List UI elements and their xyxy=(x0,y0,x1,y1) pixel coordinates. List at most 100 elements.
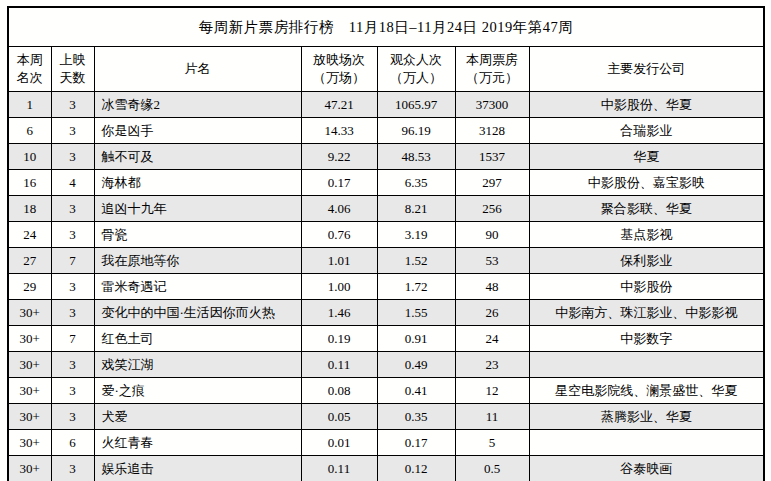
cell-title: 娱乐追击 xyxy=(94,456,301,481)
cell-distributor: 谷泰映画 xyxy=(529,456,764,481)
table-row: 30+3娱乐追击0.110.120.5谷泰映画 xyxy=(8,456,764,481)
header-row: 本周 名次 上映 天数 片名 放映场次 （万场） 观众人次 （万人） 本周票房 … xyxy=(8,47,764,92)
cell-screenings: 1.46 xyxy=(301,300,377,326)
column-header-box-office: 本周票房 （万元） xyxy=(455,47,529,92)
cell-audience: 0.12 xyxy=(377,456,455,481)
cell-days: 3 xyxy=(51,378,94,404)
table-row: 293雷米奇遇记1.001.7248中影股份 xyxy=(8,274,764,300)
table-row: 30+3变化中的中国·生活因你而火热1.461.5526中影南方、珠江影业、中影… xyxy=(8,300,764,326)
cell-box-office: 1537 xyxy=(455,144,529,170)
cell-screenings: 0.11 xyxy=(301,352,377,378)
cell-days: 6 xyxy=(51,430,94,456)
column-header-screenings: 放映场次 （万场） xyxy=(301,47,377,92)
cell-days: 3 xyxy=(51,222,94,248)
cell-distributor: 聚合影联、华夏 xyxy=(529,196,764,222)
cell-distributor xyxy=(529,352,764,378)
cell-distributor: 保利影业 xyxy=(529,248,764,274)
cell-box-office: 0.5 xyxy=(455,456,529,481)
cell-rank: 30+ xyxy=(8,326,51,352)
cell-days: 3 xyxy=(51,196,94,222)
cell-rank: 30+ xyxy=(8,456,51,481)
table-body: 13冰雪奇缘247.211065.9737300中影股份、华夏63你是凶手14.… xyxy=(8,92,764,481)
cell-title: 爱·之痕 xyxy=(94,378,301,404)
cell-distributor: 蒸腾影业、华夏 xyxy=(529,404,764,430)
cell-screenings: 0.17 xyxy=(301,170,377,196)
table-row: 30+3爱·之痕0.080.4112星空电影院线、澜景盛世、华夏 xyxy=(8,378,764,404)
table-row: 30+3戏笑江湖0.110.4923 xyxy=(8,352,764,378)
column-header-audience: 观众人次 （万人） xyxy=(377,47,455,92)
column-header-distributor: 主要发行公司 xyxy=(529,47,764,92)
cell-box-office: 3128 xyxy=(455,118,529,144)
cell-days: 3 xyxy=(51,274,94,300)
cell-screenings: 4.06 xyxy=(301,196,377,222)
cell-audience: 3.19 xyxy=(377,222,455,248)
table-row: 164海林都0.176.35297中影股份、嘉宝影映 xyxy=(8,170,764,196)
cell-rank: 10 xyxy=(8,144,51,170)
cell-audience: 8.21 xyxy=(377,196,455,222)
cell-screenings: 1.01 xyxy=(301,248,377,274)
cell-box-office: 48 xyxy=(455,274,529,300)
cell-screenings: 14.33 xyxy=(301,118,377,144)
cell-screenings: 0.76 xyxy=(301,222,377,248)
cell-box-office: 297 xyxy=(455,170,529,196)
table-row: 30+3犬爱0.050.3511蒸腾影业、华夏 xyxy=(8,404,764,430)
cell-audience: 1.52 xyxy=(377,248,455,274)
cell-distributor: 中影南方、珠江影业、中影影视 xyxy=(529,300,764,326)
cell-screenings: 0.01 xyxy=(301,430,377,456)
cell-rank: 16 xyxy=(8,170,51,196)
cell-rank: 6 xyxy=(8,118,51,144)
table-row: 277我在原地等你1.011.5253保利影业 xyxy=(8,248,764,274)
cell-title: 雷米奇遇记 xyxy=(94,274,301,300)
table-title: 每周新片票房排行榜 11月18日–11月24日 2019年第47周 xyxy=(8,7,764,47)
cell-box-office: 12 xyxy=(455,378,529,404)
cell-audience: 6.35 xyxy=(377,170,455,196)
cell-audience: 1.55 xyxy=(377,300,455,326)
cell-title: 变化中的中国·生活因你而火热 xyxy=(94,300,301,326)
cell-box-office: 37300 xyxy=(455,92,529,118)
cell-distributor: 中影股份、嘉宝影映 xyxy=(529,170,764,196)
column-header-rank: 本周 名次 xyxy=(8,47,51,92)
cell-title: 触不可及 xyxy=(94,144,301,170)
cell-title: 冰雪奇缘2 xyxy=(94,92,301,118)
cell-box-office: 53 xyxy=(455,248,529,274)
cell-days: 7 xyxy=(51,326,94,352)
cell-distributor: 合瑞影业 xyxy=(529,118,764,144)
cell-title: 海林都 xyxy=(94,170,301,196)
cell-days: 4 xyxy=(51,170,94,196)
cell-rank: 29 xyxy=(8,274,51,300)
cell-audience: 48.53 xyxy=(377,144,455,170)
cell-screenings: 9.22 xyxy=(301,144,377,170)
table-row: 103触不可及9.2248.531537华夏 xyxy=(8,144,764,170)
cell-distributor: 中影股份 xyxy=(529,274,764,300)
cell-audience: 1.72 xyxy=(377,274,455,300)
title-row: 每周新片票房排行榜 11月18日–11月24日 2019年第47周 xyxy=(8,7,764,47)
table-row: 63你是凶手14.3396.193128合瑞影业 xyxy=(8,118,764,144)
box-office-ranking-table: 每周新片票房排行榜 11月18日–11月24日 2019年第47周 本周 名次 … xyxy=(7,6,765,481)
cell-distributor: 中影股份、华夏 xyxy=(529,92,764,118)
cell-title: 骨瓷 xyxy=(94,222,301,248)
cell-days: 3 xyxy=(51,404,94,430)
table-row: 30+6火红青春0.010.175 xyxy=(8,430,764,456)
table-row: 183追凶十九年4.068.21256聚合影联、华夏 xyxy=(8,196,764,222)
cell-rank: 1 xyxy=(8,92,51,118)
cell-rank: 18 xyxy=(8,196,51,222)
cell-rank: 27 xyxy=(8,248,51,274)
cell-screenings: 0.11 xyxy=(301,456,377,481)
table-row: 243骨瓷0.763.1990基点影视 xyxy=(8,222,764,248)
cell-title: 我在原地等你 xyxy=(94,248,301,274)
cell-box-office: 5 xyxy=(455,430,529,456)
cell-distributor xyxy=(529,430,764,456)
column-header-days: 上映 天数 xyxy=(51,47,94,92)
cell-audience: 0.49 xyxy=(377,352,455,378)
cell-audience: 0.41 xyxy=(377,378,455,404)
cell-screenings: 47.21 xyxy=(301,92,377,118)
cell-box-office: 90 xyxy=(455,222,529,248)
cell-title: 火红青春 xyxy=(94,430,301,456)
cell-box-office: 256 xyxy=(455,196,529,222)
cell-screenings: 1.00 xyxy=(301,274,377,300)
cell-days: 3 xyxy=(51,118,94,144)
cell-title: 戏笑江湖 xyxy=(94,352,301,378)
cell-days: 3 xyxy=(51,300,94,326)
cell-audience: 0.91 xyxy=(377,326,455,352)
cell-days: 3 xyxy=(51,144,94,170)
